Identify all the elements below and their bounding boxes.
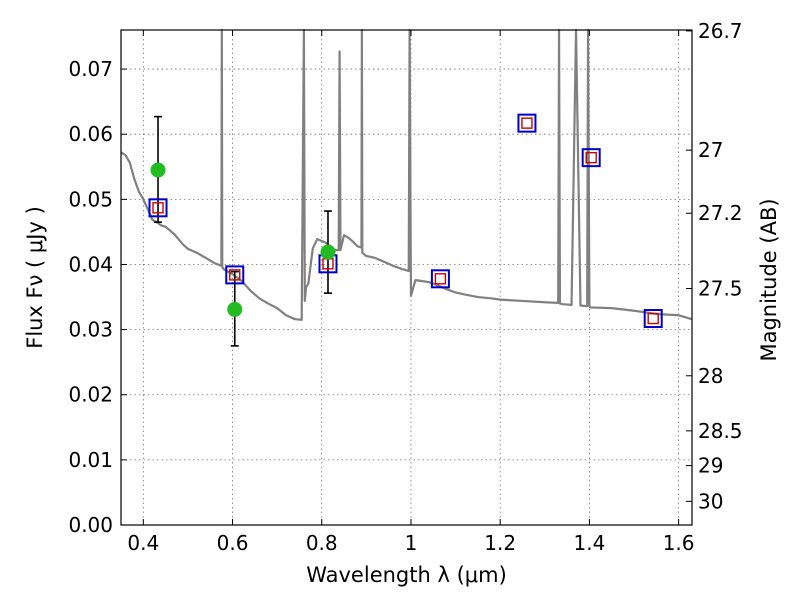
x-tick-label: 1 <box>405 531 418 555</box>
right-axis-label: Magnitude (AB) <box>757 198 781 361</box>
right-tick-label: 27.5 <box>698 277 743 301</box>
observed-flux-point <box>150 162 166 178</box>
x-tick-label: 1.2 <box>484 531 516 555</box>
plot-frame <box>120 29 693 526</box>
y-tick-label: 0.07 <box>68 57 113 81</box>
y-tick-label: 0.00 <box>68 513 113 537</box>
y-tick-label: 0.06 <box>68 122 113 146</box>
right-tick-label: 29 <box>698 454 723 478</box>
y-tick-label: 0.02 <box>68 383 113 407</box>
x-axis-label: Wavelength λ (μm) <box>306 563 507 587</box>
right-tick-label: 28 <box>698 364 723 388</box>
model-spectrum-line <box>120 28 693 321</box>
ticks: 0.4 0.6 0.8 1 1.2 1.4 1.6 0.00 0.01 0.02 0.03 0.04 0… <box>68 19 742 555</box>
x-tick-label: 1.4 <box>573 531 605 555</box>
model-photometry-square <box>225 265 245 285</box>
model-photometry-inner-square <box>585 151 597 164</box>
model-spectrum-layer <box>120 28 693 321</box>
model-photometry-square <box>643 309 663 329</box>
y-tick-label: 0.03 <box>68 318 113 342</box>
model-photometry-inner-square <box>229 269 241 281</box>
model-photometry-square <box>430 269 450 289</box>
model-photometry-square <box>517 113 537 133</box>
observed-flux-point <box>227 301 243 317</box>
model-photometry-square <box>581 148 601 168</box>
observed-flux-point <box>320 244 336 260</box>
model-photometry-inner-square <box>647 312 659 325</box>
y-tick-label: 0.04 <box>68 252 113 276</box>
model-photometry-inner-square <box>521 117 533 129</box>
right-tick-label: 30 <box>698 489 723 513</box>
x-tick-label: 1.6 <box>663 531 695 555</box>
y-tick-label: 0.05 <box>68 187 113 211</box>
right-tick-label: 27.2 <box>698 201 743 225</box>
marker-layer <box>148 113 663 347</box>
right-tick-label: 28.5 <box>698 419 743 443</box>
model-photometry-inner-square <box>152 202 164 214</box>
x-tick-label: 0.6 <box>217 531 249 555</box>
y-axis-label: Flux Fν ( μJy ) <box>23 206 47 349</box>
model-photometry-inner-square <box>434 273 447 285</box>
model-photometry-square <box>148 198 168 218</box>
right-tick-label: 27 <box>698 138 723 162</box>
x-tick-label: 0.4 <box>127 531 159 555</box>
x-tick-label: 0.8 <box>306 531 338 555</box>
right-tick-label: 26.7 <box>698 19 743 43</box>
y-tick-label: 0.01 <box>68 448 113 472</box>
